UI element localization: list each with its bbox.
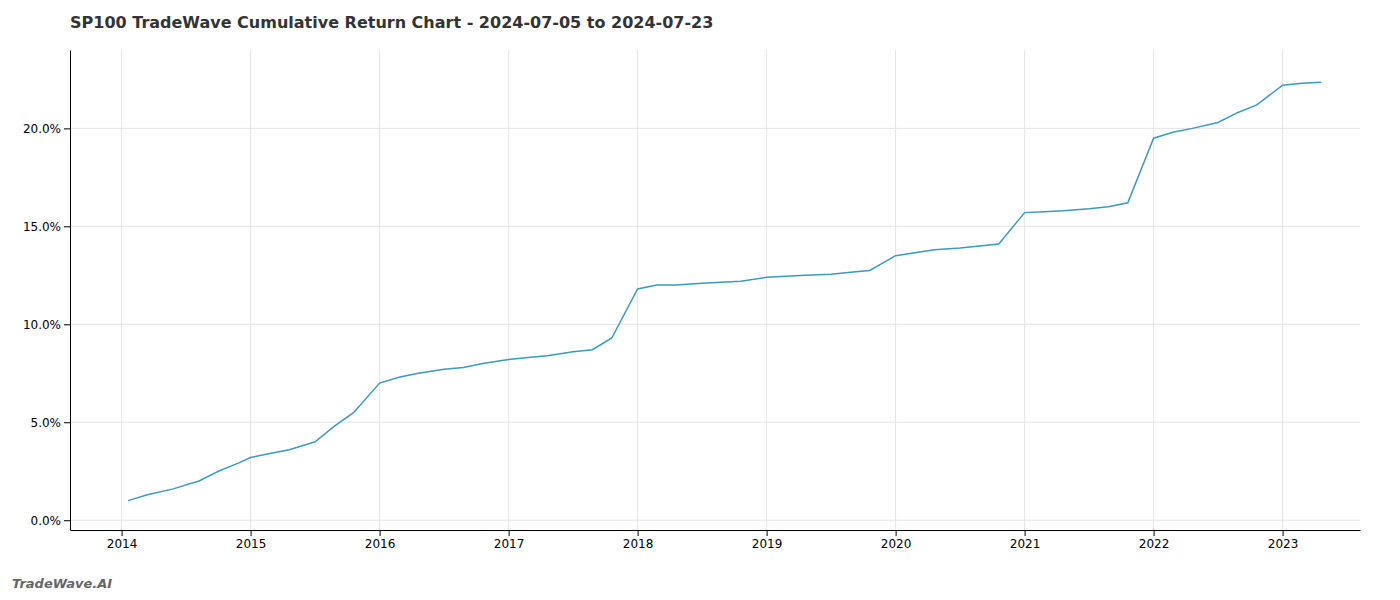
x-tick: 2016 — [365, 530, 396, 551]
y-tick: 20.0% — [23, 122, 70, 136]
x-tick-mark — [251, 530, 252, 536]
x-tick-mark — [1283, 530, 1284, 536]
y-tick-label: 5.0% — [31, 416, 62, 430]
y-tick-label: 15.0% — [23, 220, 61, 234]
x-tick-label: 2023 — [1268, 537, 1299, 551]
x-tick-label: 2022 — [1139, 537, 1170, 551]
y-tick: 5.0% — [31, 416, 71, 430]
x-tick-mark — [380, 530, 381, 536]
x-tick-mark — [896, 530, 897, 536]
line — [128, 82, 1321, 500]
plot-area: 2014 2015 2016 2017 2018 2019 2020 2021 2022 2023… — [23, 50, 1361, 551]
x-tick: 2019 — [752, 530, 783, 551]
x-tick-label: 2019 — [752, 537, 783, 551]
x-tick-label: 2018 — [623, 537, 654, 551]
title: SP100 TradeWave Cumulative Return Chart … — [70, 13, 713, 32]
x-tick: 2022 — [1139, 530, 1170, 551]
grid-line-y — [70, 324, 1360, 325]
grid-line-x — [1282, 50, 1283, 530]
x-tick-mark — [509, 530, 510, 536]
grid-line-y — [70, 422, 1360, 423]
grid-line-y — [70, 520, 1360, 521]
x-tick: 2014 — [107, 530, 138, 551]
grid-line-x — [766, 50, 767, 530]
y-tick-label: 20.0% — [23, 122, 61, 136]
grid — [70, 50, 1360, 530]
x-tick-label: 2014 — [107, 537, 138, 551]
grid-line-x — [508, 50, 509, 530]
y-tick-mark — [64, 128, 70, 129]
y-tick-mark — [64, 422, 70, 423]
x-tick-mark — [1154, 530, 1155, 536]
x-tick-label: 2020 — [881, 537, 912, 551]
x-tick: 2021 — [1010, 530, 1041, 551]
grid-line-x — [895, 50, 896, 530]
y-tick-label: 0.0% — [31, 514, 62, 528]
grid-line-y — [70, 128, 1360, 129]
y-tick: 10.0% — [23, 318, 70, 332]
marks — [128, 82, 1321, 500]
x-tick: 2017 — [494, 530, 525, 551]
x-tick: 2018 — [623, 530, 654, 551]
x-tick-label: 2016 — [365, 537, 396, 551]
grid-line-x — [1153, 50, 1154, 530]
x-tick-mark — [638, 530, 639, 536]
x-axis-line — [71, 530, 1361, 531]
x-tick-mark — [1025, 530, 1026, 536]
y-tick-mark — [64, 226, 70, 227]
x-tick-mark — [122, 530, 123, 536]
y-axis-line — [70, 51, 71, 531]
annotation: TradeWave.AI — [12, 576, 112, 591]
x-axis: 2014 2015 2016 2017 2018 2019 2020 2021 2022 2023 — [71, 530, 1361, 551]
grid-line-x — [379, 50, 380, 530]
x-tick: 2015 — [236, 530, 267, 551]
chart: 2014 2015 2016 2017 2018 2019 2020 2021 2022 2023… — [0, 0, 1400, 600]
y-tick-mark — [64, 520, 70, 521]
y-axis: 0.0% 5.0% 10.0% 15.0% 20.0% — [23, 51, 71, 531]
y-tick: 15.0% — [23, 220, 70, 234]
grid-line-x — [121, 50, 122, 530]
y-tick-mark — [64, 324, 70, 325]
x-tick: 2020 — [881, 530, 912, 551]
y-tick-label: 10.0% — [23, 318, 61, 332]
y-tick: 0.0% — [31, 514, 71, 528]
x-tick: 2023 — [1268, 530, 1299, 551]
grid-line-y — [70, 226, 1360, 227]
x-tick-mark — [767, 530, 768, 536]
grid-line-x — [1024, 50, 1025, 530]
x-tick-label: 2021 — [1010, 537, 1041, 551]
x-tick-label: 2017 — [494, 537, 525, 551]
x-tick-label: 2015 — [236, 537, 267, 551]
